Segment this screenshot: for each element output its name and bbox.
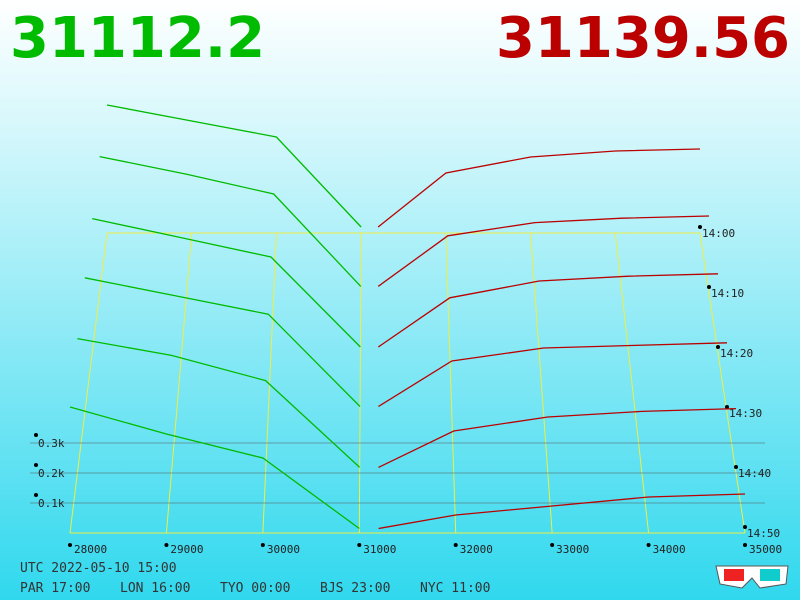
x-tick bbox=[260, 543, 265, 547]
x-tick-label: 35000 bbox=[749, 543, 782, 556]
time-tick bbox=[725, 405, 729, 409]
grid-line bbox=[614, 232, 650, 534]
bid-depth-line bbox=[69, 406, 360, 530]
time-label: 14:10 bbox=[711, 287, 744, 300]
x-tick-label: 34000 bbox=[653, 543, 686, 556]
depth-tick-label: 0.3k bbox=[38, 437, 65, 450]
plot: 28000 29000 30000 31000 32000 33000 34000 35000… bbox=[30, 104, 782, 556]
x-tick-label: 30000 bbox=[267, 543, 300, 556]
x-tick bbox=[357, 543, 362, 547]
x-tick bbox=[68, 543, 72, 547]
x-tick-label: 32000 bbox=[460, 543, 493, 556]
x-tick bbox=[550, 543, 555, 547]
depth-tick-label: 0.1k bbox=[38, 497, 65, 510]
bid-price: 31112.2 bbox=[10, 6, 265, 71]
depth-tick bbox=[34, 493, 38, 497]
depth-tick-label: 0.2k bbox=[38, 467, 65, 480]
x-tick bbox=[743, 543, 747, 547]
bid-depth-line bbox=[84, 277, 361, 407]
x-tick-label: 28000 bbox=[74, 543, 107, 556]
time-tick bbox=[707, 285, 711, 289]
grid-line bbox=[165, 232, 193, 534]
x-tick bbox=[164, 543, 169, 547]
x-tick bbox=[453, 543, 458, 547]
zone-time: LON 16:00 bbox=[120, 581, 190, 596]
bid-depth-line bbox=[92, 217, 361, 348]
utc-time: UTC 2022-05-10 15:00 bbox=[20, 561, 177, 576]
x-tick-label: 31000 bbox=[363, 543, 396, 556]
ask-depth-line bbox=[378, 493, 746, 530]
ask-depth-line bbox=[377, 215, 710, 287]
time-tick bbox=[716, 345, 720, 349]
grid-line bbox=[699, 232, 746, 534]
depth-tick bbox=[34, 433, 38, 437]
x-tick-label: 33000 bbox=[556, 543, 589, 556]
grid-line bbox=[262, 232, 277, 534]
ask-price: 31139.56 bbox=[496, 6, 790, 71]
zone-time: TYO 00:00 bbox=[220, 581, 290, 596]
time-label: 14:30 bbox=[729, 407, 762, 420]
time-label: 14:40 bbox=[738, 467, 771, 480]
time-tick bbox=[743, 525, 747, 529]
zone-time: PAR 17:00 bbox=[20, 581, 90, 596]
grid-line bbox=[358, 232, 362, 534]
time-label: 14:50 bbox=[747, 527, 780, 540]
bid-depth-line bbox=[99, 155, 362, 287]
ask-depth-line bbox=[378, 342, 728, 408]
bid-depth-line bbox=[77, 337, 361, 468]
zone-time: NYC 11:00 bbox=[420, 581, 490, 596]
time-tick bbox=[698, 225, 702, 229]
ask-depth-line bbox=[378, 407, 737, 468]
x-tick bbox=[646, 543, 651, 547]
time-tick bbox=[734, 465, 738, 469]
ask-depth-line bbox=[377, 148, 701, 228]
time-label: 14:20 bbox=[720, 347, 753, 360]
glasses-icon bbox=[715, 565, 789, 589]
x-tick-label: 29000 bbox=[170, 543, 203, 556]
grid-line bbox=[69, 232, 108, 534]
zone-time: BJS 23:00 bbox=[320, 581, 390, 596]
grid-line bbox=[445, 232, 457, 534]
time-label: 14:00 bbox=[702, 227, 735, 240]
depth-tick bbox=[34, 463, 38, 467]
bid-depth-line bbox=[106, 104, 362, 228]
ask-depth-line bbox=[377, 273, 719, 348]
grid-line bbox=[530, 232, 553, 534]
